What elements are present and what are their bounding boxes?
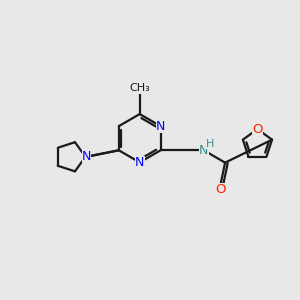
Text: N: N [156,120,165,133]
Text: N: N [82,150,91,163]
Text: H: H [206,139,214,149]
Text: N: N [199,144,208,157]
Text: CH₃: CH₃ [129,83,150,94]
Text: O: O [252,123,263,136]
Text: N: N [135,156,144,169]
Text: O: O [215,183,226,196]
